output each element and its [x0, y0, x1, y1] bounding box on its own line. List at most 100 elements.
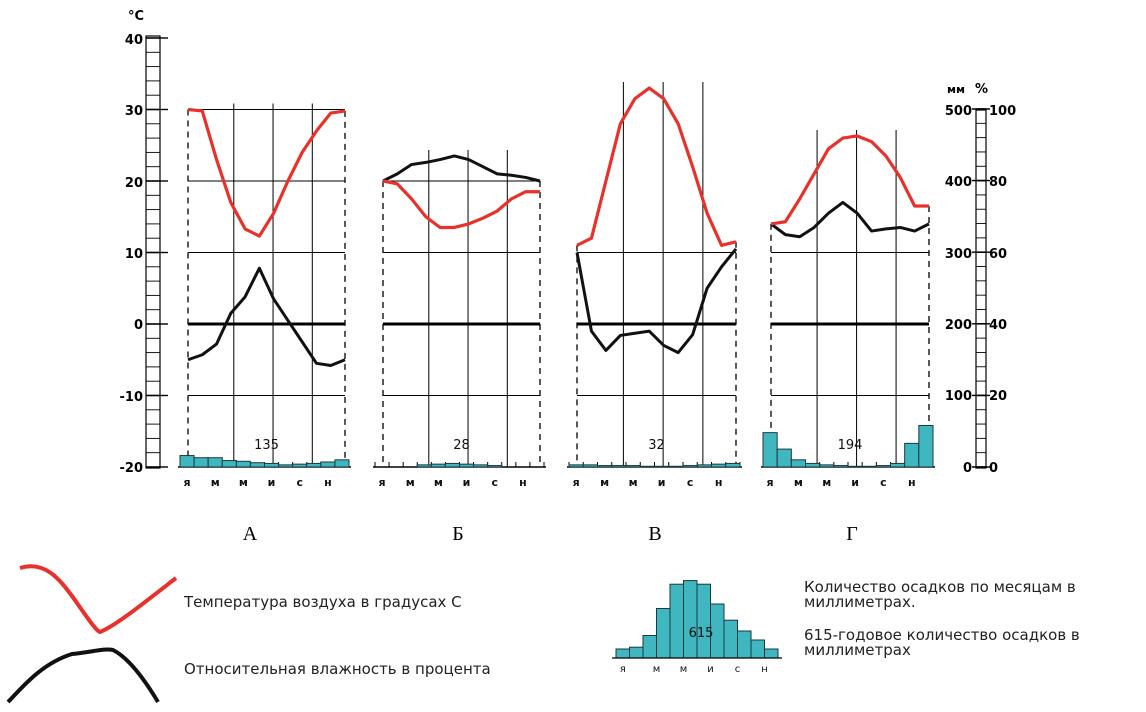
- legend-humidity-text: Относительная влажность в процента: [184, 660, 491, 678]
- legend: Температура воздуха в градусах С Относит…: [6, 564, 1080, 704]
- precip-bar: [861, 465, 877, 468]
- precip-tick-label: 400: [945, 175, 972, 190]
- precip-bar: [890, 462, 906, 468]
- temperature-line: [770, 134, 929, 226]
- humidity-line: [187, 266, 346, 367]
- legend-humidity-swatch: [6, 647, 160, 704]
- right-axis: мм % 500 400 300 200 100 0 100 80 60 40 …: [945, 82, 1016, 476]
- month-label: м: [211, 476, 220, 489]
- right-axis-ruler: [975, 109, 987, 469]
- month-label: м: [794, 476, 803, 489]
- month-label: н: [324, 476, 332, 489]
- humidity-tick-label: 60: [989, 247, 1007, 262]
- month-label: и: [268, 476, 276, 489]
- annual-precip-label: 135: [254, 438, 279, 453]
- left-tick-label: 0: [134, 318, 143, 333]
- humidity-tick-label: 80: [989, 175, 1007, 190]
- month-label: с: [491, 476, 498, 489]
- precip-tick-label: 100: [945, 389, 972, 404]
- climatogram-panel: 194 я м м и с н: [761, 129, 935, 489]
- precip-bar: [625, 465, 641, 468]
- precip-bar: [668, 465, 684, 468]
- precip-bar: [221, 460, 237, 468]
- temperature-line: [187, 107, 346, 238]
- month-label: м: [434, 476, 443, 489]
- humidity-tick-label: 100: [989, 104, 1016, 119]
- panel-label: В: [648, 523, 661, 545]
- precip-bar: [207, 457, 223, 468]
- climatogram-panel: 28 я м м и с н: [373, 149, 546, 489]
- month-label: я: [573, 476, 580, 489]
- climatogram-panel: 135 я м м и с н: [178, 103, 351, 489]
- month-label: с: [296, 476, 303, 489]
- precip-bar: [725, 462, 741, 468]
- legend-month-label: м: [653, 664, 661, 675]
- month-label: с: [880, 476, 887, 489]
- precip-tick-label: 500: [945, 104, 972, 119]
- precip-tick-label: 300: [945, 247, 972, 262]
- humidity-line: [770, 200, 930, 239]
- legend-precip-text-box: Количество осадков по месяцам в миллимет…: [804, 580, 1076, 611]
- precip-bar: [847, 465, 863, 468]
- precip-bar: [711, 463, 727, 468]
- legend-month-label: и: [707, 664, 714, 675]
- month-label: и: [658, 476, 666, 489]
- month-label: н: [519, 476, 527, 489]
- legend-precip-bar: [669, 583, 684, 659]
- legend-month-label: н: [761, 664, 768, 675]
- climatogram-panels: 135 я м м и с н 28 я м м и с н 32 я м м и с н 194 я м м и с н: [178, 82, 935, 489]
- humidity-unit-label: %: [975, 82, 988, 97]
- precip-bar: [444, 462, 460, 468]
- precip-bar: [292, 463, 308, 468]
- temperature-line: [576, 86, 737, 247]
- precip-bar: [193, 457, 209, 468]
- legend-precip-bar: [696, 583, 711, 659]
- precip-bar: [568, 464, 584, 468]
- precip-bar: [805, 462, 821, 468]
- legend-month-label: я: [620, 664, 626, 675]
- legend-precip-bar: [737, 630, 752, 659]
- legend-annual-text: 615-годовое количество осадков в миллиме…: [804, 628, 1080, 659]
- precip-unit-label: мм: [947, 83, 965, 96]
- legend-annual-text-box: 615-годовое количество осадков в миллиме…: [804, 628, 1080, 659]
- precip-bar: [776, 448, 792, 468]
- legend-month-label: с: [735, 664, 741, 675]
- precip-bar: [459, 463, 475, 468]
- panel-label: Б: [452, 523, 463, 545]
- legend-precip-text: Количество осадков по месяцам в миллимет…: [804, 580, 1076, 611]
- annual-precip-label: 28: [453, 438, 470, 453]
- legend-precip-bar: [629, 646, 644, 659]
- precip-bar: [306, 462, 322, 468]
- month-label: м: [239, 476, 248, 489]
- climatogram-panel: 32 я м м и с н: [567, 82, 742, 489]
- left-tick-label: -20: [120, 461, 144, 476]
- precip-bar: [179, 455, 195, 468]
- left-axis-ruler-ticks: [146, 37, 168, 468]
- precip-bar: [904, 442, 920, 468]
- precip-bar: [487, 465, 503, 468]
- temperature-unit-label: °C: [128, 9, 144, 24]
- precip-bar: [334, 459, 350, 468]
- precip-bar: [597, 465, 613, 468]
- left-tick-label: -10: [120, 390, 144, 405]
- legend-precip-bar: [764, 648, 779, 659]
- month-label: и: [463, 476, 471, 489]
- month-label: я: [184, 476, 191, 489]
- legend-precip-bar: [642, 635, 657, 659]
- precip-bar: [264, 462, 280, 468]
- left-tick-label: 30: [125, 104, 143, 119]
- legend-precip-bar: [656, 608, 671, 659]
- legend-precip-bar: [723, 619, 738, 659]
- annual-precip-label: 194: [838, 438, 863, 453]
- left-tick-label: 20: [125, 176, 143, 191]
- precip-bar: [416, 464, 432, 468]
- precip-bar: [918, 424, 934, 468]
- precip-bar: [639, 465, 655, 468]
- humidity-tick-label: 20: [989, 389, 1007, 404]
- month-label: м: [600, 476, 609, 489]
- legend-precip-bar: [615, 648, 630, 659]
- precip-bar: [320, 461, 336, 468]
- legend-sample-annual: 615: [689, 626, 714, 641]
- panel-label: Г: [846, 523, 858, 545]
